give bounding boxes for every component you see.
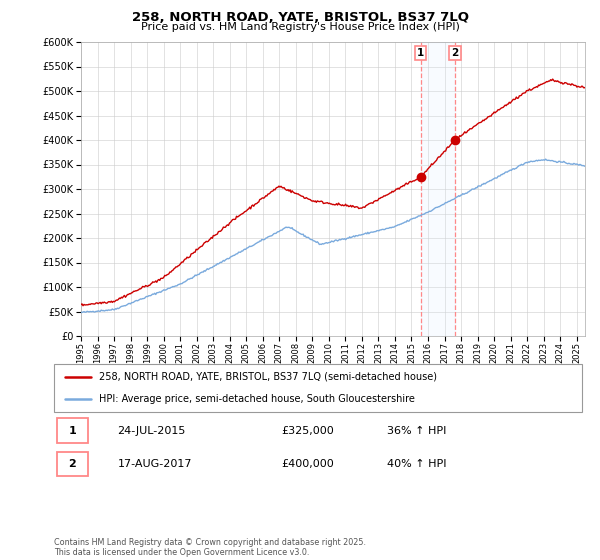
Bar (421, 42, 455, 336)
FancyBboxPatch shape (56, 452, 88, 477)
Text: 258, NORTH ROAD, YATE, BRISTOL, BS37 7LQ (semi-detached house): 258, NORTH ROAD, YATE, BRISTOL, BS37 7LQ… (99, 372, 437, 382)
Text: HPI: Average price, semi-detached house, South Gloucestershire: HPI: Average price, semi-detached house,… (99, 394, 415, 404)
Text: 36% ↑ HPI: 36% ↑ HPI (386, 426, 446, 436)
Text: Price paid vs. HM Land Registry's House Price Index (HPI): Price paid vs. HM Land Registry's House … (140, 22, 460, 32)
Text: 40% ↑ HPI: 40% ↑ HPI (386, 459, 446, 469)
Text: 24-JUL-2015: 24-JUL-2015 (118, 426, 186, 436)
Text: 1: 1 (417, 48, 424, 58)
Text: Contains HM Land Registry data © Crown copyright and database right 2025.
This d: Contains HM Land Registry data © Crown c… (54, 538, 366, 557)
Text: 1: 1 (68, 426, 76, 436)
FancyBboxPatch shape (56, 418, 88, 443)
Text: 2: 2 (451, 48, 458, 58)
Text: £400,000: £400,000 (281, 459, 334, 469)
Text: 2: 2 (68, 459, 76, 469)
FancyBboxPatch shape (54, 364, 582, 412)
Text: £325,000: £325,000 (281, 426, 334, 436)
Text: 258, NORTH ROAD, YATE, BRISTOL, BS37 7LQ: 258, NORTH ROAD, YATE, BRISTOL, BS37 7LQ (131, 11, 469, 24)
Text: 17-AUG-2017: 17-AUG-2017 (118, 459, 192, 469)
